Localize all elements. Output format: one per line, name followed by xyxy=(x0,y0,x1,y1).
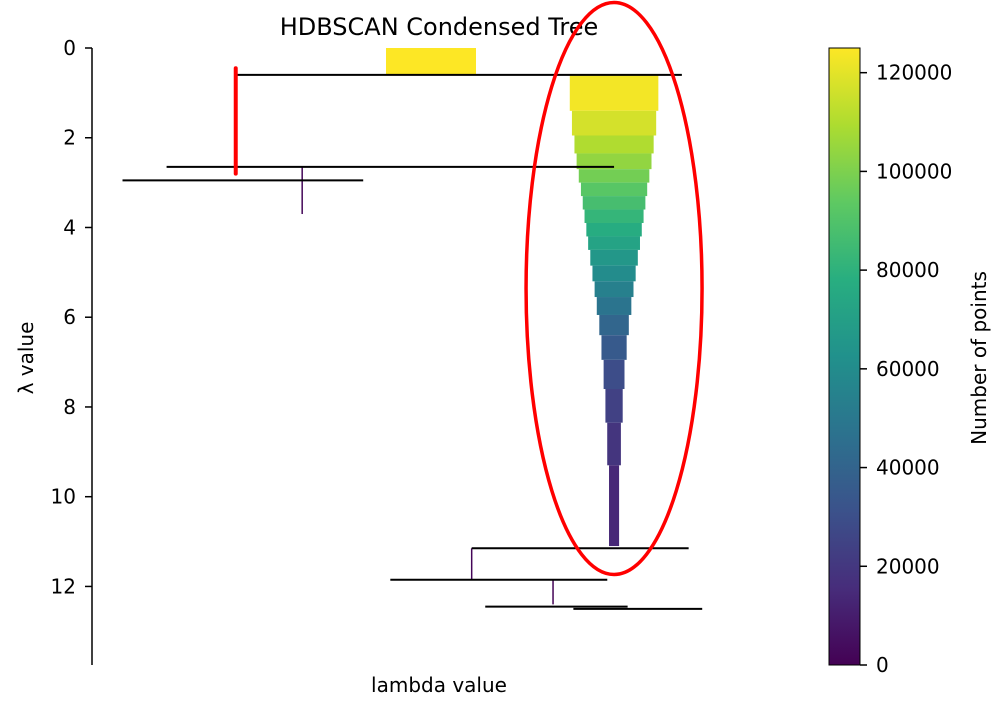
colorbar-tick-label-6: 120000 xyxy=(876,61,952,85)
colorbar-tick-label-2: 40000 xyxy=(876,456,940,480)
colorbar-tick-label-1: 20000 xyxy=(876,554,940,578)
plot-area xyxy=(122,0,704,610)
large-cluster-segment-15 xyxy=(601,335,627,360)
y-tick-label-3: 6 xyxy=(63,305,76,329)
colorbar-tick-label-3: 60000 xyxy=(876,357,940,381)
large-cluster-segment-0 xyxy=(569,74,659,111)
chart-title: HDBSCAN Condensed Tree xyxy=(280,13,599,41)
large-cluster-segment-17 xyxy=(605,389,623,423)
large-cluster-segment-2 xyxy=(574,135,654,154)
large-cluster-segment-9 xyxy=(588,236,640,250)
large-cluster-segment-1 xyxy=(571,110,657,136)
large-cluster-segment-6 xyxy=(582,196,646,210)
large-cluster-segment-13 xyxy=(596,297,632,315)
colorbar-tick-label-5: 100000 xyxy=(876,159,952,183)
y-tick-label-5: 10 xyxy=(51,485,76,509)
large-cluster-segment-5 xyxy=(580,182,648,197)
large-cluster-segment-7 xyxy=(584,209,644,223)
large-cluster-segment-18 xyxy=(607,422,621,466)
large-cluster-segment-16 xyxy=(603,359,625,390)
y-axis-label: λ value xyxy=(14,322,38,395)
large-cluster-segment-4 xyxy=(578,169,650,183)
colorbar-ticks: 0 20000 40000 60000 80000 100000 120000 xyxy=(860,61,952,677)
y-tick-label-4: 8 xyxy=(63,395,76,419)
colorbar-tick-label-0: 0 xyxy=(876,653,889,677)
large-cluster-segment-12 xyxy=(594,281,634,298)
large-cluster-segment-14 xyxy=(599,314,629,336)
y-tick-label-2: 4 xyxy=(63,215,76,239)
large-cluster-segment-3 xyxy=(576,153,652,170)
large-cluster-segment-11 xyxy=(592,265,636,282)
highlight-ellipse xyxy=(524,0,704,577)
colorbar-label: Number of points xyxy=(967,271,991,445)
y-axis-ticks: 0 2 4 6 8 10 12 xyxy=(51,36,92,598)
y-tick-label-1: 2 xyxy=(63,126,76,150)
root-cluster-bar xyxy=(386,48,476,75)
large-cluster-segment-19 xyxy=(609,465,620,547)
x-axis-label: lambda value xyxy=(371,673,507,697)
large-cluster-segment-10 xyxy=(590,249,638,266)
y-tick-label-6: 12 xyxy=(51,574,76,598)
colorbar-tick-label-4: 80000 xyxy=(876,258,940,282)
colorbar xyxy=(828,47,861,666)
large-cluster-segment-8 xyxy=(586,222,642,237)
y-tick-label-0: 0 xyxy=(63,36,76,60)
